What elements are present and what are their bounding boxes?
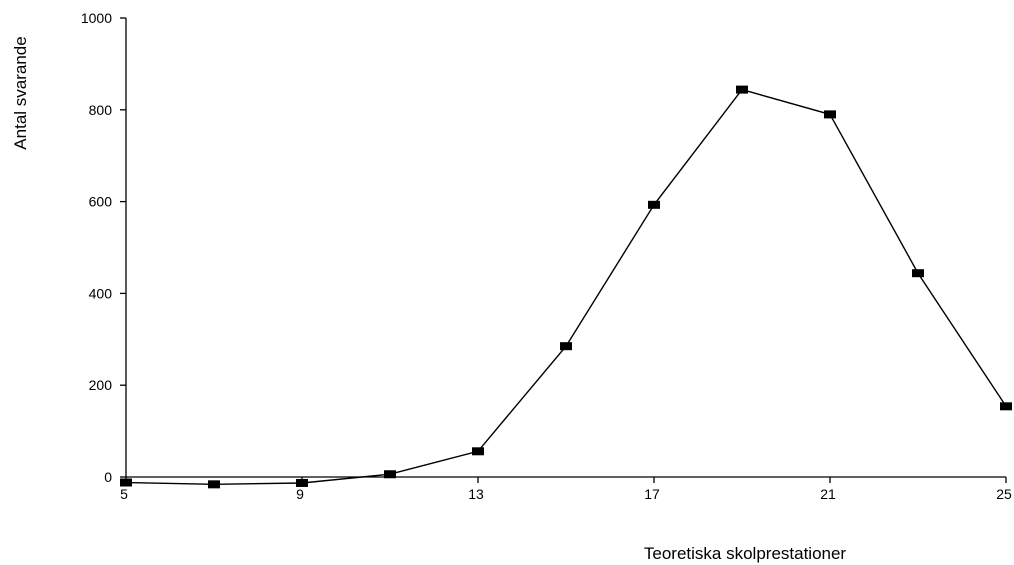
series-line xyxy=(125,88,1007,486)
tick-labels: 0 200 400 600 800 1000 5 9 13 17 21 25 xyxy=(81,10,1012,502)
data-point-marker xyxy=(1000,402,1012,411)
data-point-marker xyxy=(208,480,220,489)
data-point-marker xyxy=(472,447,484,456)
series-layer xyxy=(120,85,1012,489)
x-tick-label: 25 xyxy=(996,486,1012,502)
data-point-marker xyxy=(912,269,924,278)
x-axis-title: Teoretiska skolprestationer xyxy=(644,544,847,563)
data-point-marker xyxy=(560,342,572,351)
axes xyxy=(120,17,1007,483)
x-tick-label: 5 xyxy=(120,486,128,502)
x-tick-label: 9 xyxy=(296,486,304,502)
x-tick-label: 21 xyxy=(820,486,836,502)
data-point-marker xyxy=(736,85,748,94)
y-tick-label: 800 xyxy=(89,102,113,118)
y-tick-label: 400 xyxy=(89,285,113,301)
x-tick-label: 17 xyxy=(644,486,660,502)
data-point-marker xyxy=(296,478,308,487)
data-point-marker xyxy=(824,110,836,119)
y-tick-label: 200 xyxy=(89,377,113,393)
y-tick-label: 0 xyxy=(104,469,112,485)
y-tick-label: 600 xyxy=(89,194,113,210)
data-point-marker xyxy=(120,478,132,487)
x-tick-label: 13 xyxy=(468,486,484,502)
y-axis-title: Antal svarande xyxy=(11,36,30,149)
data-point-marker xyxy=(384,470,396,479)
data-point-marker xyxy=(648,200,660,209)
y-tick-label: 1000 xyxy=(81,10,112,26)
